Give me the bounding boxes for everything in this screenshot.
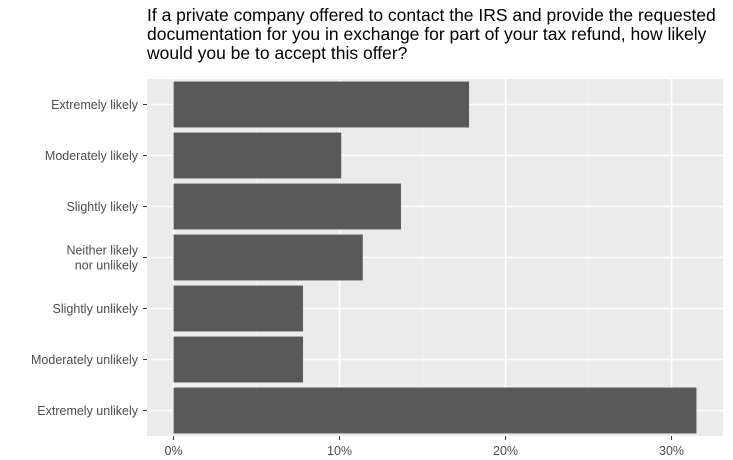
x-tick-label: 0% [165, 444, 183, 458]
chart-title: If a private company offered to contact … [147, 5, 716, 63]
x-tick-label: 10% [327, 444, 352, 458]
y-tick-label: Moderately likely [45, 149, 139, 163]
y-tick-label: Slightly unlikely [53, 302, 139, 316]
y-tick-label: Moderately unlikely [31, 353, 139, 367]
bar [173, 387, 697, 434]
bar [173, 336, 304, 383]
x-tick-label: 30% [659, 444, 684, 458]
x-axis: 0% 10% 20% 30% [165, 436, 684, 458]
y-axis: Extremely likely Moderately likely Slightl… [31, 98, 147, 418]
x-tick-label: 20% [493, 444, 518, 458]
y-tick-label: Slightly likely [66, 200, 138, 214]
bars [173, 81, 697, 434]
y-tick-label: Extremely unlikely [37, 404, 138, 418]
y-tick-label: Extremely likely [51, 98, 139, 112]
bar [173, 183, 401, 230]
bar [173, 132, 342, 179]
bar [173, 234, 363, 281]
bar [173, 81, 470, 128]
bar [173, 285, 304, 332]
y-tick-label: Neither likely nor unlikely [66, 244, 138, 273]
